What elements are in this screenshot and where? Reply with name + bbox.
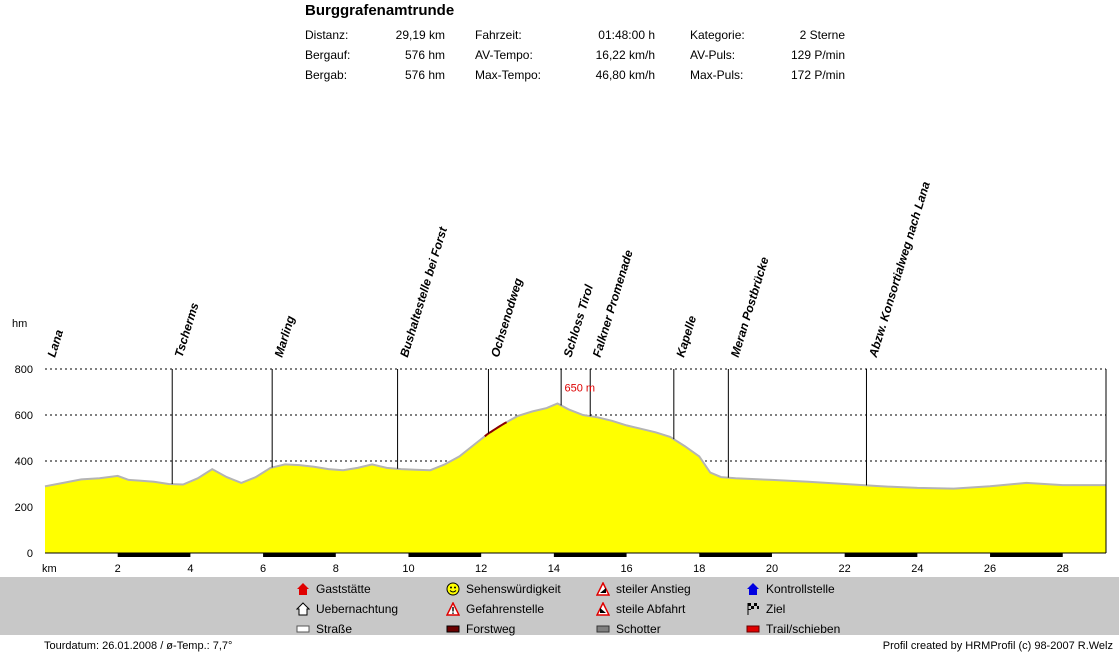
km-band-segment: [117, 553, 191, 557]
km-band-segment: [844, 553, 918, 557]
stat-label: Bergab:: [305, 68, 348, 82]
legend-label: steile Abfahrt: [616, 602, 686, 616]
legend-label: Schotter: [616, 622, 661, 636]
x-tick-label: 2: [115, 563, 121, 575]
waypoint-label: Kapelle: [673, 314, 699, 359]
legend-label: Gefahrenstelle: [466, 602, 545, 616]
y-tick-label: 400: [15, 456, 33, 468]
stat-value: 46,80 km/h: [595, 68, 655, 82]
km-band-segment: [553, 553, 627, 557]
x-tick-label: 4: [187, 563, 193, 575]
y-axis-unit: hm: [12, 318, 27, 330]
x-tick-label: 10: [402, 563, 414, 575]
house-blue-icon: [746, 582, 760, 596]
elevation-line: [44, 402, 1106, 490]
waypoint-label: Abzw. Konsortialweg nach Lana: [866, 180, 933, 360]
x-tick-label: 16: [620, 563, 632, 575]
waypoint-label: Tscherms: [172, 301, 202, 359]
x-axis-unit: km: [42, 563, 57, 575]
legend-label: Straße: [316, 622, 353, 636]
legend-label: Sehenswürdigkeit: [466, 582, 561, 596]
stat-label: AV-Tempo:: [475, 48, 533, 62]
tour-date-footer: Tourdatum: 26.01.2008 / ø-Temp.: 7,7°: [44, 640, 233, 652]
km-band-segment: [699, 553, 772, 557]
x-tick-label: 12: [475, 563, 487, 575]
stat-label: Bergauf:: [305, 48, 351, 62]
steep-climb-icon: [595, 581, 611, 596]
waypoint-label: Ochsenodweg: [488, 276, 526, 359]
legend-label: Forstweg: [466, 622, 516, 636]
stat-label: AV-Puls:: [690, 48, 736, 62]
stat-value: 576 hm: [404, 68, 445, 82]
waypoint-label: Bushaltestelle bei Forst: [397, 224, 450, 359]
forest-road-swatch-icon: [446, 622, 460, 636]
stat-value: 29,19 km: [395, 28, 445, 42]
km-band-segment: [263, 553, 336, 557]
elevation-area: [45, 403, 1106, 553]
stat-label: Kategorie:: [690, 28, 745, 42]
legend-label: Gaststätte: [316, 582, 371, 596]
x-tick-label: 28: [1057, 563, 1069, 575]
house-white-icon: [295, 602, 311, 616]
x-tick-label: 20: [766, 563, 778, 575]
steep-descent-icon: [595, 601, 611, 616]
waypoint-label: Marling: [272, 313, 298, 359]
km-band-segment: [408, 553, 482, 557]
stat-value: 172 P/min: [790, 68, 845, 82]
stat-value: 129 P/min: [790, 48, 845, 62]
trail-red-swatch-icon: [746, 622, 760, 636]
y-tick-label: 800: [15, 364, 33, 376]
y-tick-label: 600: [15, 410, 33, 422]
smiley-icon: [446, 582, 460, 596]
y-tick-label: 0: [27, 548, 33, 560]
legend-label: Uebernachtung: [316, 602, 399, 616]
x-tick-label: 6: [260, 563, 266, 575]
waypoint-label: Falkner Promenade: [590, 248, 636, 359]
finish-flag-icon: [746, 602, 760, 616]
stat-label: Fahrzeit:: [475, 28, 522, 42]
km-band-segment: [990, 553, 1063, 557]
waypoint-label: Meran Postbrücke: [728, 255, 772, 359]
legend-label: Kontrollstelle: [766, 582, 835, 596]
stat-value: 01:48:00 h: [598, 28, 655, 42]
gravel-swatch-icon: [596, 622, 610, 636]
credits-footer: Profil created by HRMProfil (c) 98-2007 …: [882, 640, 1113, 652]
waypoint-label: Schloss Tirol: [561, 282, 597, 359]
stat-value: 2 Sterne: [799, 28, 845, 42]
legend-label: steiler Anstieg: [616, 582, 691, 596]
route-title: Burggrafenamtrunde: [305, 2, 455, 19]
x-tick-label: 22: [839, 563, 851, 575]
road-white-swatch-icon: [296, 622, 310, 636]
x-tick-label: 18: [693, 563, 705, 575]
x-tick-label: 14: [548, 563, 560, 575]
legend-label: Trail/schieben: [766, 622, 841, 636]
x-tick-label: 26: [984, 563, 996, 575]
y-tick-label: 200: [15, 502, 33, 514]
house-red-icon: [296, 582, 310, 596]
trail-segment: [484, 421, 508, 438]
x-tick-label: 8: [333, 563, 339, 575]
legend-band: [0, 577, 1119, 635]
warning-exclamation-icon: [445, 601, 461, 616]
stat-value: 576 hm: [404, 48, 445, 62]
stat-value: 16,22 km/h: [595, 48, 655, 62]
x-tick-label: 24: [911, 563, 923, 575]
stat-label: Max-Tempo:: [475, 68, 542, 82]
stat-label: Distanz:: [305, 28, 349, 42]
waypoint-label: Lana: [44, 328, 66, 359]
max-elevation-label: 650 m: [565, 383, 596, 395]
legend-label: Ziel: [766, 602, 786, 616]
stat-label: Max-Puls:: [690, 68, 744, 82]
